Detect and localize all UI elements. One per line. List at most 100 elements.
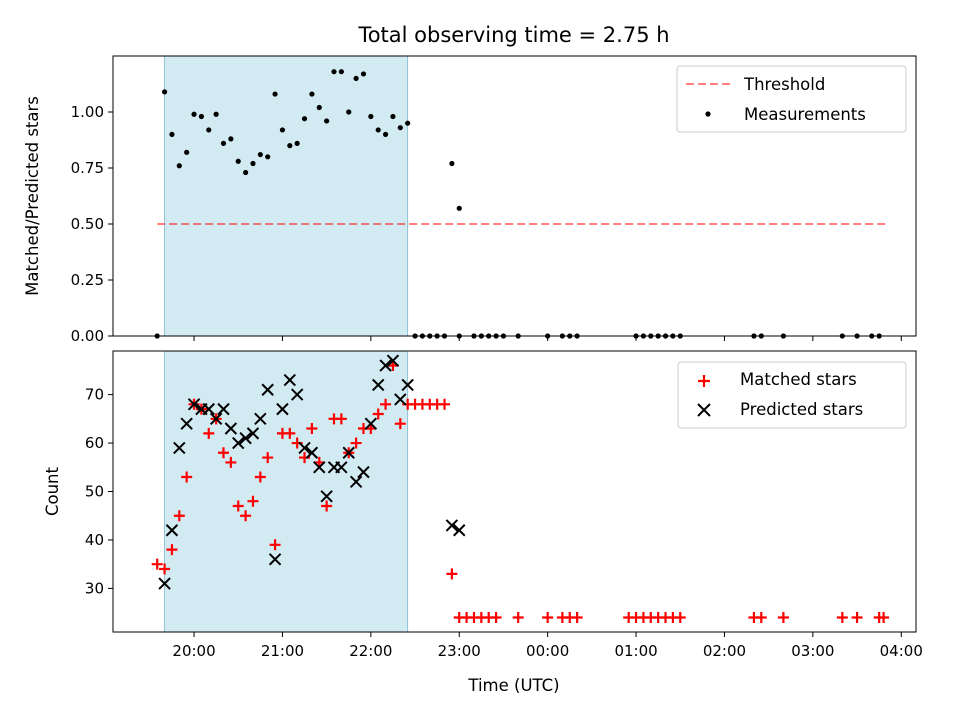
data-point-predicted	[283, 373, 297, 387]
data-point	[316, 104, 322, 111]
data-point-predicted	[224, 422, 238, 435]
data-point-predicted	[372, 378, 385, 392]
data-point-predicted	[261, 383, 274, 396]
data-point-predicted	[246, 427, 260, 440]
data-point	[220, 140, 227, 146]
chart-title: Total observing time = 2.75 h	[357, 23, 669, 47]
data-point	[449, 160, 455, 167]
data-point	[169, 131, 175, 137]
x-tick-label: 20:00	[172, 642, 215, 660]
data-point	[382, 131, 389, 137]
legend-matched-label: Matched stars	[740, 370, 857, 389]
data-point	[279, 127, 286, 133]
y-axis-label-bottom: Count	[43, 466, 62, 516]
data-point-matched	[571, 611, 583, 623]
data-point-matched	[173, 510, 185, 522]
measurement-points	[154, 69, 882, 339]
panel-count: 30 40 50 60 70 20:00 21:00 22:00 23:00 00:00 01:0…	[43, 350, 923, 660]
x-tick-label: 02:00	[703, 642, 746, 660]
panel-ratio: 0.00 0.25 0.50 0.75 1.00 Matched/Predicted s…	[23, 55, 917, 345]
x-tick-label: 22:00	[349, 642, 392, 660]
data-point	[368, 113, 374, 120]
data-point-matched	[225, 456, 237, 468]
axes-frame-top	[112, 55, 917, 337]
x-tick-label: 00:00	[526, 642, 569, 660]
data-point-matched	[851, 611, 863, 623]
data-point-predicted	[209, 412, 223, 426]
data-point	[353, 75, 359, 81]
data-point-predicted	[217, 402, 230, 416]
data-point	[243, 169, 249, 176]
data-point-predicted	[254, 412, 267, 426]
y-tick-label: 0.25	[71, 271, 104, 289]
data-point-matched	[240, 510, 252, 522]
data-point-matched	[542, 611, 554, 623]
data-point-predicted	[305, 446, 319, 459]
data-point	[176, 163, 182, 169]
data-point-matched	[350, 437, 362, 449]
data-point-matched	[218, 447, 230, 459]
data-point-matched	[254, 471, 266, 483]
data-point-predicted	[313, 461, 326, 474]
data-point-predicted	[180, 417, 193, 430]
data-point-matched	[232, 500, 244, 512]
data-point-matched	[247, 495, 259, 507]
shaded-span-bottom	[164, 350, 409, 633]
x-tick-label: 04:00	[880, 642, 923, 660]
data-point-predicted	[445, 519, 459, 532]
data-point	[346, 109, 352, 115]
x-ticks-bottom: 20:00 21:00 22:00 23:00 00:00 01:00 02:00 03:00…	[172, 632, 923, 660]
data-point-predicted	[202, 402, 215, 416]
data-point-matched	[335, 413, 347, 425]
data-point-predicted	[173, 441, 186, 455]
data-point	[228, 136, 234, 142]
data-point-matched	[674, 611, 686, 623]
data-point-matched	[159, 563, 171, 575]
data-point-matched	[262, 452, 274, 464]
legend-top: Threshold Measurements	[676, 65, 907, 133]
axes-frame-bottom	[112, 350, 917, 633]
x-axis-label: Time (UTC)	[467, 676, 559, 695]
data-point	[456, 205, 462, 211]
shaded-span-top	[164, 55, 409, 337]
legend-predicted-swatch	[697, 403, 711, 417]
data-point	[397, 125, 403, 131]
legend-box-bottom	[677, 361, 907, 429]
data-point-predicted	[239, 431, 252, 445]
legend-threshold-label: Threshold	[743, 75, 825, 94]
data-point-matched	[372, 408, 384, 420]
data-point	[294, 140, 300, 146]
data-point-matched	[151, 558, 163, 570]
data-point	[265, 154, 271, 160]
data-point	[405, 120, 411, 126]
legend-matched-swatch	[698, 375, 710, 387]
data-point-matched	[446, 568, 458, 580]
data-point-predicted	[342, 446, 355, 459]
data-point	[324, 118, 330, 124]
data-point-predicted	[290, 388, 304, 401]
y-tick-label: 1.00	[71, 103, 104, 121]
data-point-predicted	[298, 441, 311, 455]
legend-predicted-label: Predicted stars	[740, 400, 863, 419]
data-point-matched	[284, 427, 296, 439]
y-tick-label: 0.50	[71, 215, 104, 233]
x-tick-label: 21:00	[261, 642, 304, 660]
data-point	[161, 89, 168, 95]
data-point-predicted	[165, 524, 179, 537]
data-point	[301, 116, 308, 122]
data-point	[206, 127, 212, 133]
data-point-matched	[490, 611, 502, 623]
data-point-matched	[836, 611, 848, 623]
data-point-predicted	[364, 417, 378, 430]
data-point	[184, 149, 190, 155]
y-tick-label: 50	[85, 483, 104, 501]
y-axis-label-top: Matched/Predicted stars	[23, 96, 42, 296]
data-point-predicted	[379, 359, 392, 372]
data-point-predicted	[320, 490, 333, 503]
data-point-matched	[321, 500, 333, 512]
data-point	[257, 151, 263, 158]
data-point-predicted	[187, 398, 201, 411]
data-point-matched	[203, 427, 215, 439]
y-ticks-bottom: 30 40 50 60 70	[85, 386, 113, 597]
